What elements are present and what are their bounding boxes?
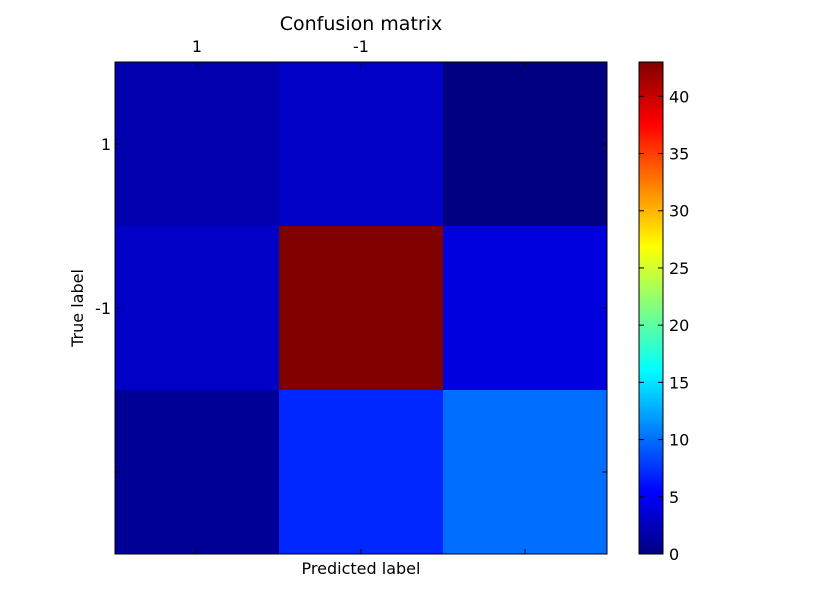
heatmap-cell (115, 226, 280, 391)
colorbar-tick-label: 0 (669, 545, 679, 564)
colorbar-tick-label: 15 (669, 373, 689, 392)
x-tick-label: 1 (192, 37, 202, 56)
x-tick-label: -1 (353, 37, 369, 56)
heatmap-cell (443, 62, 608, 227)
heatmap-cell (279, 226, 444, 391)
heatmap-cell (279, 62, 444, 227)
chart-title: Confusion matrix (280, 13, 442, 35)
heatmap-cell (115, 390, 280, 555)
plot-frame (114, 61, 608, 555)
colorbar (638, 61, 664, 555)
heatmap-cell (115, 62, 280, 227)
colorbar-tick-label: 5 (669, 488, 679, 507)
colorbar-tick-label: 35 (669, 145, 689, 164)
y-tick-label: -1 (95, 299, 111, 318)
colorbar-tick-label: 10 (669, 431, 689, 450)
heatmap-cell (443, 390, 608, 555)
axis-tick-labels: 1 -1 1 -1 (95, 37, 369, 318)
heatmap-cell (443, 226, 608, 391)
colorbar-tick-label: 40 (669, 87, 689, 106)
axis-ticks (115, 62, 607, 554)
heatmap-cell (279, 390, 444, 555)
y-tick-label: 1 (101, 135, 111, 154)
colorbar-tick-label: 20 (669, 316, 689, 335)
heatmap-cells (115, 62, 608, 555)
colorbar-ticks: 0 5 10 15 20 25 30 35 40 (639, 87, 689, 564)
y-axis-label: True label (68, 269, 87, 348)
x-axis-label: Predicted label (302, 559, 421, 578)
colorbar-tick-label: 25 (669, 259, 689, 278)
colorbar-tick-label: 30 (669, 202, 689, 221)
